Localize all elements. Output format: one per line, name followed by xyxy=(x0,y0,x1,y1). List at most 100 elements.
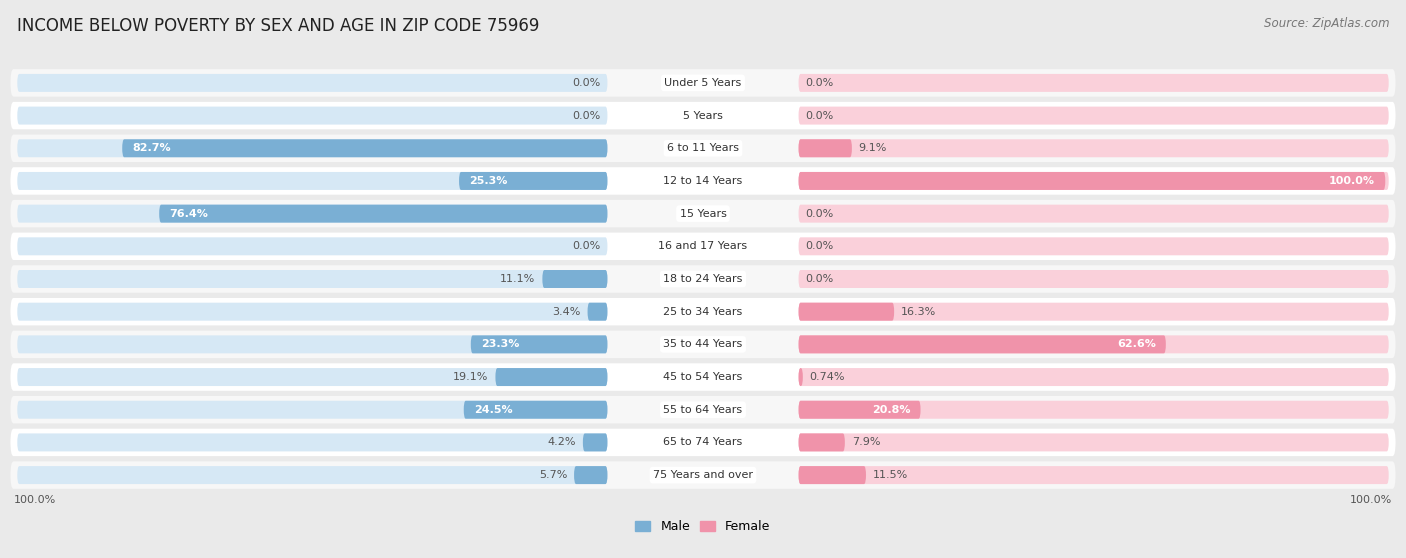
FancyBboxPatch shape xyxy=(799,434,1389,451)
FancyBboxPatch shape xyxy=(799,401,921,418)
FancyBboxPatch shape xyxy=(10,167,1396,195)
FancyBboxPatch shape xyxy=(10,134,1396,162)
FancyBboxPatch shape xyxy=(799,302,1389,321)
FancyBboxPatch shape xyxy=(17,434,607,451)
FancyBboxPatch shape xyxy=(543,270,607,288)
Text: 45 to 54 Years: 45 to 54 Years xyxy=(664,372,742,382)
Text: 23.3%: 23.3% xyxy=(481,339,519,349)
Text: 82.7%: 82.7% xyxy=(132,143,172,153)
Text: 35 to 44 Years: 35 to 44 Years xyxy=(664,339,742,349)
FancyBboxPatch shape xyxy=(799,172,1385,190)
FancyBboxPatch shape xyxy=(799,74,1389,92)
FancyBboxPatch shape xyxy=(588,302,607,321)
FancyBboxPatch shape xyxy=(574,466,607,484)
Legend: Male, Female: Male, Female xyxy=(630,515,776,538)
Text: 12 to 14 Years: 12 to 14 Years xyxy=(664,176,742,186)
FancyBboxPatch shape xyxy=(17,466,607,484)
Text: 0.0%: 0.0% xyxy=(572,110,600,121)
Text: 65 to 74 Years: 65 to 74 Years xyxy=(664,437,742,448)
FancyBboxPatch shape xyxy=(495,368,607,386)
FancyBboxPatch shape xyxy=(10,69,1396,97)
FancyBboxPatch shape xyxy=(159,205,607,223)
FancyBboxPatch shape xyxy=(799,335,1389,353)
FancyBboxPatch shape xyxy=(458,172,607,190)
Text: 16.3%: 16.3% xyxy=(901,307,936,317)
FancyBboxPatch shape xyxy=(10,331,1396,358)
FancyBboxPatch shape xyxy=(799,335,1166,353)
FancyBboxPatch shape xyxy=(799,140,852,157)
Text: 7.9%: 7.9% xyxy=(852,437,880,448)
FancyBboxPatch shape xyxy=(799,205,1389,223)
FancyBboxPatch shape xyxy=(17,270,607,288)
FancyBboxPatch shape xyxy=(10,396,1396,424)
FancyBboxPatch shape xyxy=(10,461,1396,489)
Text: 18 to 24 Years: 18 to 24 Years xyxy=(664,274,742,284)
FancyBboxPatch shape xyxy=(10,363,1396,391)
FancyBboxPatch shape xyxy=(10,298,1396,325)
Text: 0.0%: 0.0% xyxy=(806,209,834,219)
Text: 11.5%: 11.5% xyxy=(873,470,908,480)
FancyBboxPatch shape xyxy=(799,270,1389,288)
FancyBboxPatch shape xyxy=(10,429,1396,456)
Text: 0.0%: 0.0% xyxy=(572,78,600,88)
FancyBboxPatch shape xyxy=(17,74,607,92)
FancyBboxPatch shape xyxy=(17,107,607,124)
FancyBboxPatch shape xyxy=(17,140,607,157)
Text: 0.0%: 0.0% xyxy=(572,241,600,251)
Text: 100.0%: 100.0% xyxy=(1329,176,1375,186)
FancyBboxPatch shape xyxy=(17,401,607,418)
FancyBboxPatch shape xyxy=(17,302,607,321)
Text: 11.1%: 11.1% xyxy=(501,274,536,284)
Text: 55 to 64 Years: 55 to 64 Years xyxy=(664,405,742,415)
Text: INCOME BELOW POVERTY BY SEX AND AGE IN ZIP CODE 75969: INCOME BELOW POVERTY BY SEX AND AGE IN Z… xyxy=(17,17,540,35)
FancyBboxPatch shape xyxy=(799,368,1389,386)
Text: 76.4%: 76.4% xyxy=(169,209,208,219)
FancyBboxPatch shape xyxy=(10,200,1396,227)
Text: Under 5 Years: Under 5 Years xyxy=(665,78,741,88)
FancyBboxPatch shape xyxy=(10,265,1396,293)
Text: Source: ZipAtlas.com: Source: ZipAtlas.com xyxy=(1264,17,1389,30)
Text: 19.1%: 19.1% xyxy=(453,372,488,382)
Text: 5.7%: 5.7% xyxy=(538,470,567,480)
FancyBboxPatch shape xyxy=(17,205,607,223)
Text: 0.0%: 0.0% xyxy=(806,241,834,251)
FancyBboxPatch shape xyxy=(122,140,607,157)
FancyBboxPatch shape xyxy=(17,368,607,386)
FancyBboxPatch shape xyxy=(10,102,1396,129)
FancyBboxPatch shape xyxy=(799,107,1389,124)
Text: 0.0%: 0.0% xyxy=(806,78,834,88)
Text: 5 Years: 5 Years xyxy=(683,110,723,121)
FancyBboxPatch shape xyxy=(17,335,607,353)
Text: 6 to 11 Years: 6 to 11 Years xyxy=(666,143,740,153)
FancyBboxPatch shape xyxy=(17,237,607,256)
FancyBboxPatch shape xyxy=(799,237,1389,256)
FancyBboxPatch shape xyxy=(799,401,1389,418)
Text: 3.4%: 3.4% xyxy=(553,307,581,317)
Text: 16 and 17 Years: 16 and 17 Years xyxy=(658,241,748,251)
Text: 24.5%: 24.5% xyxy=(474,405,513,415)
Text: 0.74%: 0.74% xyxy=(810,372,845,382)
FancyBboxPatch shape xyxy=(799,368,803,386)
Text: 75 Years and over: 75 Years and over xyxy=(652,470,754,480)
FancyBboxPatch shape xyxy=(464,401,607,418)
Text: 0.0%: 0.0% xyxy=(806,274,834,284)
Text: 4.2%: 4.2% xyxy=(547,437,576,448)
Text: 25 to 34 Years: 25 to 34 Years xyxy=(664,307,742,317)
FancyBboxPatch shape xyxy=(471,335,607,353)
Text: 20.8%: 20.8% xyxy=(872,405,910,415)
FancyBboxPatch shape xyxy=(799,172,1389,190)
FancyBboxPatch shape xyxy=(799,466,866,484)
Text: 15 Years: 15 Years xyxy=(679,209,727,219)
Text: 100.0%: 100.0% xyxy=(1350,494,1392,504)
Text: 62.6%: 62.6% xyxy=(1116,339,1156,349)
FancyBboxPatch shape xyxy=(17,172,607,190)
FancyBboxPatch shape xyxy=(583,434,607,451)
Text: 100.0%: 100.0% xyxy=(14,494,56,504)
FancyBboxPatch shape xyxy=(799,466,1389,484)
Text: 0.0%: 0.0% xyxy=(806,110,834,121)
Text: 25.3%: 25.3% xyxy=(470,176,508,186)
FancyBboxPatch shape xyxy=(10,233,1396,260)
FancyBboxPatch shape xyxy=(799,302,894,321)
Text: 9.1%: 9.1% xyxy=(859,143,887,153)
FancyBboxPatch shape xyxy=(799,140,1389,157)
